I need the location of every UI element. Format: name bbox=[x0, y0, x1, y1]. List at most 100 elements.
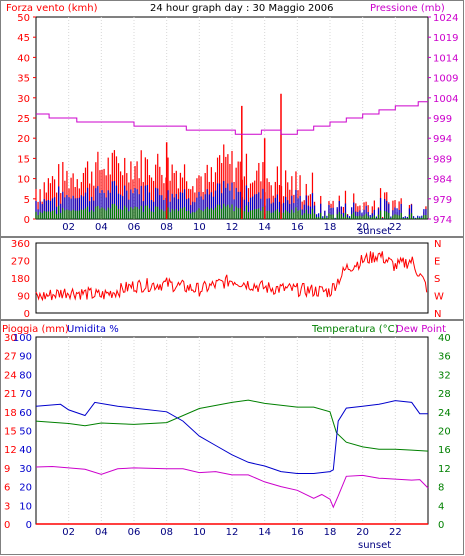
time-tick-label: 06 bbox=[128, 222, 141, 233]
left-axis-title: Forza vento (kmh) bbox=[6, 3, 98, 14]
pressure-tick-label: 1009 bbox=[433, 74, 458, 85]
wind-tick-label: 45 bbox=[17, 33, 30, 44]
humidity-tick-label: 40 bbox=[19, 445, 32, 456]
chart-title: 24 hour graph day : 30 Maggio 2006 bbox=[150, 3, 333, 14]
humidity-tick-label: 100 bbox=[13, 333, 32, 344]
pressure-tick-label: 994 bbox=[433, 134, 452, 145]
temperature-tick-label: 12 bbox=[438, 464, 451, 475]
humidity-tick-label: 10 bbox=[19, 501, 32, 512]
wind-tick-label: 35 bbox=[17, 74, 30, 85]
rain-tick-label: 18 bbox=[4, 408, 17, 419]
pressure-tick-label: 1014 bbox=[433, 53, 458, 64]
time-tick-label: 10 bbox=[193, 527, 206, 538]
compass-tick-label: N bbox=[434, 239, 441, 250]
time-tick-label: 22 bbox=[389, 222, 402, 233]
time-tick-label: 02 bbox=[62, 222, 75, 233]
grid bbox=[68, 337, 396, 524]
direction-tick-label: 360 bbox=[11, 239, 30, 250]
time-tick-label: 20 bbox=[356, 222, 369, 233]
wind-bars bbox=[35, 93, 427, 219]
direction-tick-label: 0 bbox=[24, 309, 30, 320]
wind-tick-label: 50 bbox=[17, 13, 30, 24]
wind-tick-label: 0 bbox=[24, 215, 30, 226]
time-tick-label: 06 bbox=[128, 527, 141, 538]
temperature-axis-ticks: 0 4 8 12 16 20 24 28 32 36 40 bbox=[438, 333, 451, 531]
humidity-series bbox=[35, 400, 428, 474]
time-tick-label: 04 bbox=[95, 527, 108, 538]
temperature-tick-label: 0 bbox=[438, 520, 444, 531]
rain-tick-label: 12 bbox=[4, 445, 17, 456]
wind-tick-label: 10 bbox=[17, 175, 30, 186]
time-tick-label: 16 bbox=[291, 527, 304, 538]
time-axis-ticks: 02 04 06 08 10 12 14 16 18 20 22 bbox=[62, 527, 401, 538]
direction-tick-label: 270 bbox=[11, 257, 30, 268]
dew-point-axis-title: Dew Point bbox=[396, 324, 446, 335]
pressure-tick-label: 989 bbox=[433, 154, 452, 165]
time-tick-label: 14 bbox=[258, 222, 271, 233]
plot-frame bbox=[35, 242, 429, 314]
rain-tick-label: 15 bbox=[4, 427, 17, 438]
wind-pressure-panel: Forza vento (kmh) 24 hour graph day : 30… bbox=[0, 0, 464, 237]
rain-tick-label: 30 bbox=[4, 333, 17, 344]
right-axis-title: Pressione (mb) bbox=[370, 3, 445, 14]
wind-tick-label: 5 bbox=[24, 195, 30, 206]
rain-tick-label: 9 bbox=[4, 464, 10, 475]
temperature-tick-label: 24 bbox=[438, 408, 451, 419]
pressure-tick-label: 1004 bbox=[433, 94, 458, 105]
rain-tick-label: 0 bbox=[4, 520, 10, 531]
time-tick-label: 20 bbox=[356, 527, 369, 538]
rain-tick-label: 27 bbox=[4, 352, 17, 363]
rain-tick-label: 6 bbox=[4, 483, 10, 494]
pressure-tick-label: 1024 bbox=[433, 13, 458, 24]
compass-tick-label: N bbox=[434, 309, 441, 320]
time-tick-label: 08 bbox=[160, 527, 173, 538]
pressure-tick-label: 999 bbox=[433, 114, 452, 125]
pressure-axis-ticks: 974 979 984 989 994 999 1004 1009 1014 1019 1024 bbox=[428, 13, 458, 226]
time-tick-label: 18 bbox=[324, 527, 337, 538]
direction-tick-label: 90 bbox=[17, 292, 30, 303]
time-tick-label: 02 bbox=[62, 527, 75, 538]
humidity-tick-label: 0 bbox=[26, 520, 32, 531]
humidity-tick-label: 90 bbox=[19, 352, 32, 363]
time-tick-label: 18 bbox=[324, 222, 337, 233]
wind-axis-ticks: 0 5 10 15 20 25 30 35 40 45 50 bbox=[17, 13, 36, 226]
humidity-tick-label: 30 bbox=[19, 464, 32, 475]
time-axis-ticks: 02 04 06 08 10 12 14 16 18 20 22 bbox=[62, 222, 401, 233]
temperature-tick-label: 28 bbox=[438, 389, 451, 400]
panel-border bbox=[0, 237, 464, 320]
temperature-tick-label: 36 bbox=[438, 352, 451, 363]
temperature-tick-label: 16 bbox=[438, 445, 451, 456]
humidity-tick-label: 70 bbox=[19, 389, 32, 400]
temperature-axis-title: Temperatura (°C) bbox=[311, 324, 399, 335]
humidity-axis-title: Umidita % bbox=[67, 324, 119, 335]
wind-tick-label: 30 bbox=[17, 94, 30, 105]
humidity-tick-label: 50 bbox=[19, 427, 32, 438]
temperature-tick-label: 40 bbox=[438, 333, 451, 344]
compass-tick-label: S bbox=[434, 274, 440, 285]
time-tick-label: 12 bbox=[226, 222, 239, 233]
wind-tick-label: 15 bbox=[17, 154, 30, 165]
compass-tick-label: E bbox=[434, 257, 440, 268]
dew-point-series bbox=[35, 465, 429, 509]
temperature-tick-label: 20 bbox=[438, 427, 451, 438]
wind-tick-label: 25 bbox=[17, 114, 30, 125]
temperature-tick-label: 8 bbox=[438, 483, 444, 494]
wind-tick-label: 40 bbox=[17, 53, 30, 64]
time-tick-label: 04 bbox=[95, 222, 108, 233]
humidity-tick-label: 80 bbox=[19, 370, 32, 381]
sunset-label: sunset bbox=[358, 226, 391, 237]
direction-degree-ticks: 0 90 180 270 360 bbox=[11, 239, 30, 320]
pressure-tick-label: 1019 bbox=[433, 33, 458, 44]
rain-tick-label: 3 bbox=[4, 501, 10, 512]
rain-axis-title: Pioggia (mm) bbox=[2, 324, 69, 335]
wind-tick-label: 20 bbox=[17, 134, 30, 145]
wind-direction-series bbox=[35, 251, 428, 302]
temperature-tick-label: 32 bbox=[438, 370, 451, 381]
temperature-tick-label: 4 bbox=[438, 501, 444, 512]
pressure-tick-label: 979 bbox=[433, 195, 452, 206]
time-tick-label: 12 bbox=[226, 527, 239, 538]
compass-tick-label: W bbox=[434, 292, 444, 303]
